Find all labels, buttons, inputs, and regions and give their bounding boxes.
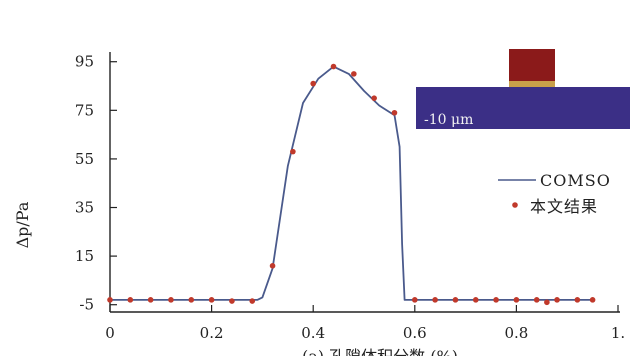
series-point-result xyxy=(168,297,174,303)
series-point-result xyxy=(208,297,215,303)
inset-block xyxy=(509,49,555,81)
series-point-result xyxy=(533,297,540,303)
y-axis-label: Δp/Pa xyxy=(13,201,32,248)
x-ticks: 0 0.2 0.4 0.6 0.8 1. xyxy=(105,305,625,342)
y-tick-label: 35 xyxy=(75,199,94,217)
series-point-result xyxy=(452,297,459,303)
series-point-result xyxy=(351,71,357,77)
series-point-result xyxy=(391,109,398,116)
x-tick-label: 0.4 xyxy=(301,324,325,342)
inset-scale-label: -10 μm xyxy=(424,112,473,128)
series-point-result xyxy=(188,297,195,303)
series-point-result xyxy=(269,263,276,269)
series-point-result xyxy=(574,297,581,303)
x-tick-label: 1. xyxy=(611,324,625,342)
y-tick-label: -5 xyxy=(79,296,94,314)
series-point-result xyxy=(472,297,479,303)
x-axis-label: (a) 孔隙体积分数 (%) xyxy=(302,347,458,356)
series-point-result xyxy=(493,297,499,303)
series-layer xyxy=(107,63,596,306)
x-tick-label: 0.2 xyxy=(200,324,224,342)
y-tick-label: 95 xyxy=(75,53,94,71)
series-point-result xyxy=(107,297,113,303)
series-line-comsol xyxy=(110,65,593,301)
legend-marker-dot xyxy=(512,202,518,208)
y-tick-label: 15 xyxy=(75,247,94,265)
series-point-result xyxy=(127,297,134,303)
series-point-result xyxy=(432,297,438,303)
series-point-result xyxy=(310,80,317,87)
series-point-result xyxy=(371,95,377,101)
series-point-result xyxy=(589,297,596,303)
x-tick-label: 0.8 xyxy=(504,324,528,342)
legend: COMSO 本文结果 xyxy=(498,171,611,216)
series-point-result xyxy=(290,148,296,155)
inset-substrate xyxy=(416,87,630,129)
legend-marker-swatch xyxy=(512,202,518,208)
x-tick-label: 0 xyxy=(105,324,115,342)
axes xyxy=(109,52,620,313)
series-point-result xyxy=(147,297,154,303)
series-point-result xyxy=(412,297,418,303)
inset-layer xyxy=(509,81,555,87)
legend-label-comsol: COMSO xyxy=(540,171,611,190)
legend-label-result: 本文结果 xyxy=(530,197,598,216)
inset-structure: -10 μm xyxy=(416,49,630,129)
y-tick-label: 55 xyxy=(75,150,94,168)
y-tick-label: 75 xyxy=(75,101,94,119)
series-point-result xyxy=(544,299,550,306)
y-ticks: -5 15 35 55 75 95 xyxy=(75,53,117,314)
series-point-result xyxy=(229,298,235,304)
series-point-result xyxy=(249,298,256,304)
series-point-result xyxy=(513,297,520,303)
series-point-result xyxy=(554,297,560,303)
series-point-result xyxy=(330,63,337,70)
x-tick-label: 0.6 xyxy=(403,324,427,342)
